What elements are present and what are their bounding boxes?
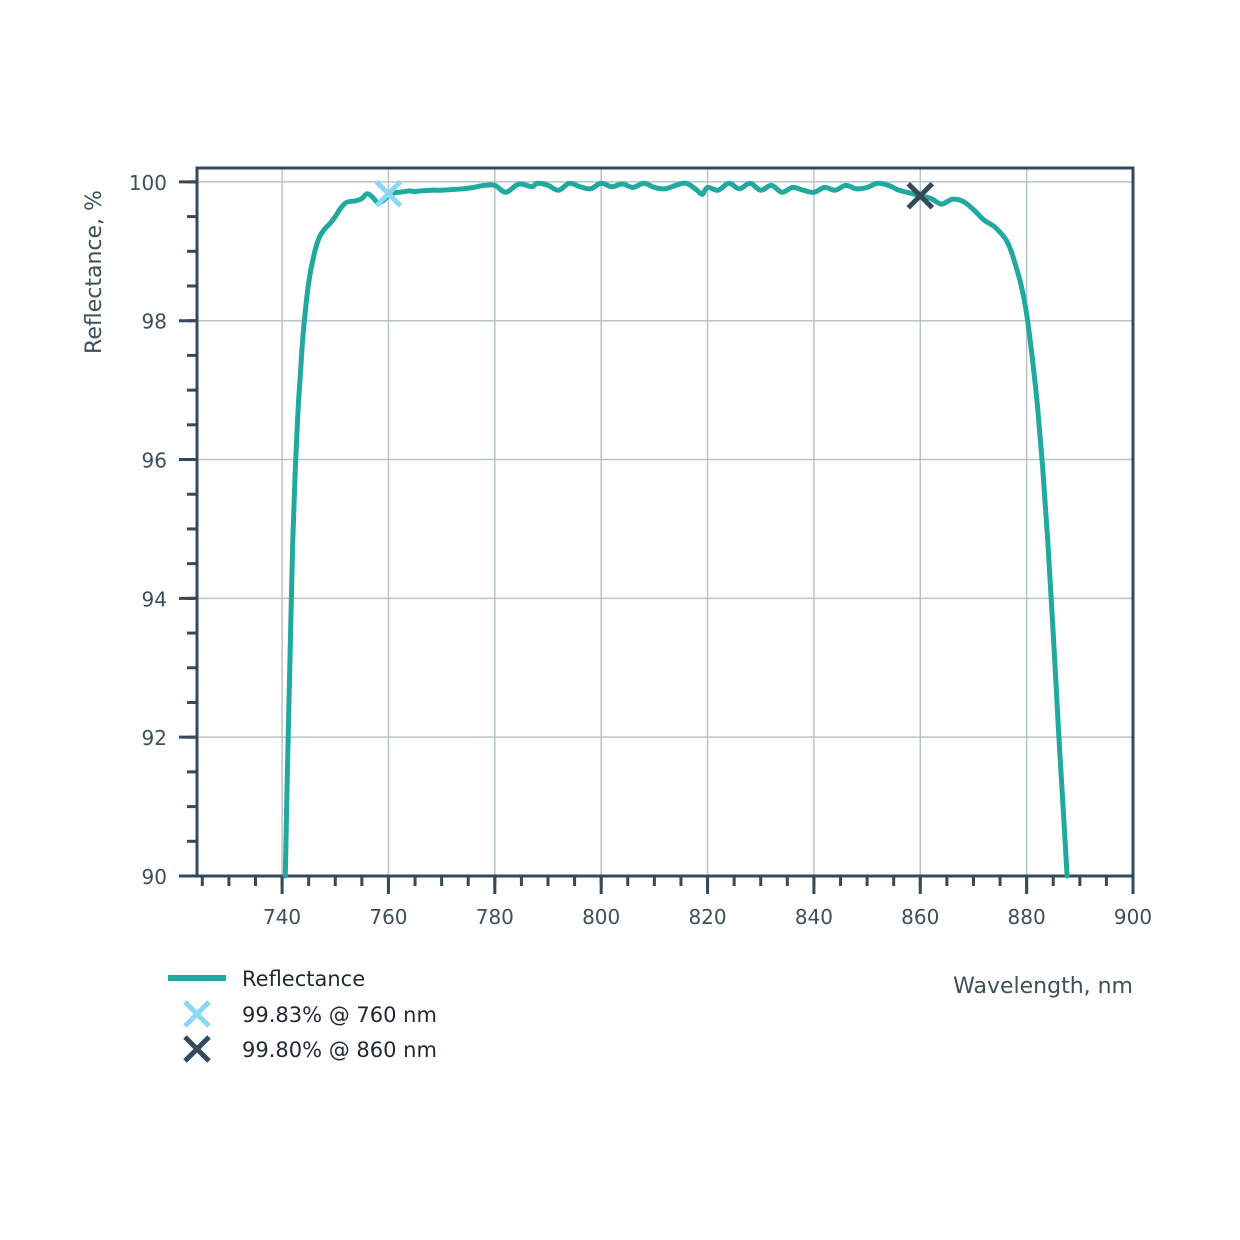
marker-860-icon [906, 181, 935, 210]
legend-reflectance-label: Reflectance [242, 967, 365, 991]
x-tick-label: 860 [901, 905, 939, 929]
x-axis-title: Wavelength, nm [953, 974, 1133, 999]
plot-frame [195, 166, 1135, 878]
legend-marker-760-icon [183, 1000, 211, 1028]
legend-marker-760-label: 99.83% @ 760 nm [242, 1003, 437, 1027]
x-tick-label: 900 [1114, 905, 1152, 929]
y-tick-label: 90 [142, 865, 167, 889]
y-tick-label: 100 [129, 171, 167, 195]
reflectance-series-line [282, 180, 1070, 879]
y-tick-label: 96 [142, 449, 167, 473]
y-axis-title: Reflectance, % [82, 190, 107, 354]
legend-marker-860-label: 99.80% @ 860 nm [242, 1038, 437, 1062]
y-tick-label: 92 [142, 726, 167, 750]
marker-stroke [906, 181, 935, 210]
grid [197, 168, 1133, 876]
x-tick-label: 820 [688, 905, 726, 929]
x-tick-label: 800 [582, 905, 620, 929]
x-tick-label: 880 [1008, 905, 1046, 929]
y-tick-label: 94 [142, 587, 167, 611]
legend: Reflectance 99.83% @ 760 nm 99.80% @ 860… [168, 967, 437, 1063]
x-tick-label: 780 [476, 905, 514, 929]
axes [179, 166, 1135, 894]
y-tick-label: 98 [142, 310, 167, 334]
plot-area [282, 179, 1070, 879]
legend-marker-860-icon [183, 1035, 211, 1063]
marker-stroke [374, 179, 403, 208]
tick-labels: 740 760 780 800 820 840 860 880 900 90 92 94 96 98 100 [129, 171, 1152, 929]
x-tick-label: 840 [795, 905, 833, 929]
x-tick-label: 740 [263, 905, 301, 929]
x-tick-label: 760 [369, 905, 407, 929]
marker-760-icon [374, 179, 403, 208]
